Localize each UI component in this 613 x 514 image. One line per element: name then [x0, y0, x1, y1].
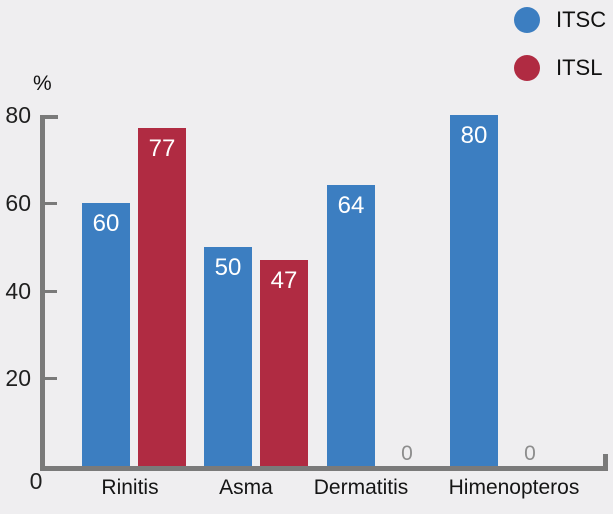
y-axis-tick	[40, 202, 57, 205]
legend-item-itsc: ITSC	[514, 7, 606, 33]
category-label-asma: Asma	[219, 476, 273, 499]
bar-value-label: 60	[92, 210, 120, 237]
zero-value-label: 0	[524, 442, 536, 465]
y-tick-label: 0	[29, 468, 43, 494]
legend-swatch-itsl	[514, 55, 540, 81]
y-axis-top-cap	[40, 115, 58, 119]
bar-itsl-asma	[260, 260, 308, 466]
bar-itsc-himenopteros	[450, 115, 498, 466]
bar-itsc-dermatitis	[327, 185, 375, 466]
bar-itsl-rinitis	[138, 128, 186, 466]
x-axis-line	[40, 466, 608, 471]
y-axis-tick	[40, 290, 57, 293]
bar-value-label: 64	[337, 192, 365, 219]
bar-value-label: 77	[148, 135, 176, 162]
legend-label-itsl: ITSL	[556, 55, 603, 80]
y-tick-label: 80	[5, 102, 31, 128]
y-axis-tick	[40, 377, 57, 380]
y-tick-label: 20	[5, 365, 31, 391]
category-label-dermatitis: Dermatitis	[313, 476, 409, 499]
y-tick-label: 60	[5, 190, 31, 216]
y-axis-line	[40, 115, 45, 471]
y-tick-label: 40	[5, 278, 31, 304]
x-axis-end-cap	[603, 454, 608, 471]
legend-label-itsc: ITSC	[556, 7, 607, 32]
bar-value-label: 47	[270, 267, 298, 294]
category-label-rinitis: Rinitis	[101, 476, 159, 499]
legend-item-itsl: ITSL	[514, 55, 602, 81]
bar-value-label: 80	[460, 122, 488, 149]
bar-itsc-asma	[204, 247, 252, 466]
bar-itsc-rinitis	[82, 203, 130, 466]
zero-value-label: 0	[401, 442, 413, 465]
bar-value-label: 50	[214, 254, 242, 281]
legend-swatch-itsc	[514, 7, 540, 33]
category-label-himenopteros: Himenopteros	[448, 476, 580, 499]
y-axis-unit-label: %	[33, 72, 52, 95]
